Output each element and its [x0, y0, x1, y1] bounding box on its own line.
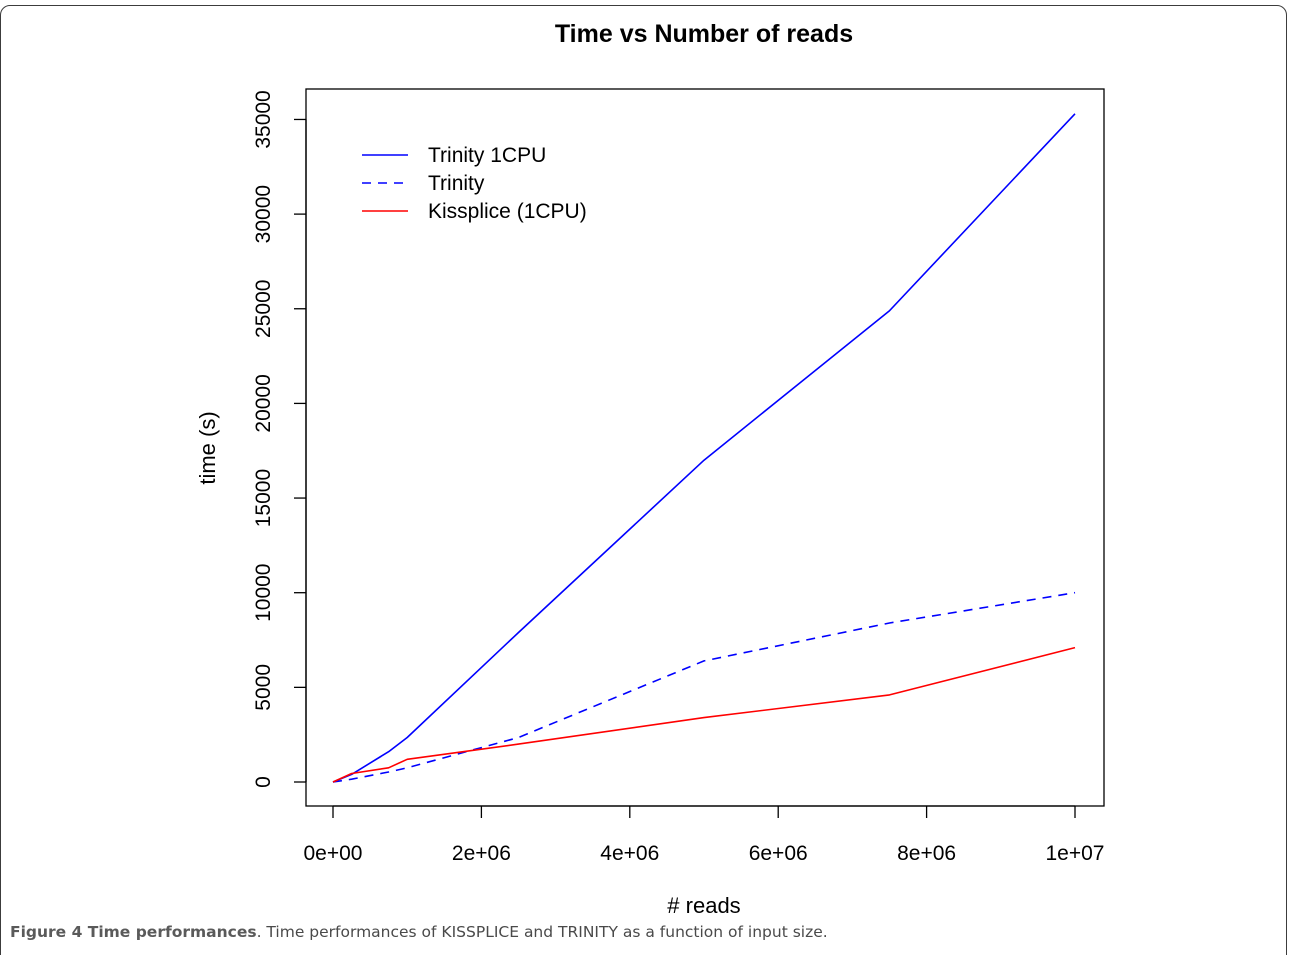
chart-title: Time vs Number of reads	[555, 20, 853, 48]
x-axis-label: # reads	[667, 893, 740, 918]
series-layer	[332, 113, 1076, 783]
caption-lead: Figure 4 Time performances	[10, 923, 257, 941]
line-chart: Time vs Number of reads 0e+00 2e+06 4e+06 6…	[195, 20, 1105, 918]
x-tick-label: 2e+06	[452, 842, 511, 865]
y-tick-label: 0	[252, 776, 275, 788]
series-line-kissplice-1cpu	[332, 646, 1076, 783]
figure-caption: Figure 4 Time performances. Time perform…	[10, 923, 1280, 941]
y-tick-label: 5000	[252, 664, 275, 711]
x-axis: 0e+00 2e+06 4e+06 6e+06 8e+06 1e+07	[304, 805, 1105, 865]
y-tick-label: 20000	[252, 374, 275, 432]
y-tick-label: 10000	[252, 564, 275, 622]
y-tick-label: 30000	[252, 185, 275, 243]
y-tick-label: 15000	[252, 469, 275, 527]
x-tick-label: 1e+07	[1046, 842, 1105, 865]
legend-label: Kissplice (1CPU)	[428, 200, 587, 223]
y-tick-label: 35000	[252, 90, 275, 148]
plot-area-border	[305, 88, 1105, 807]
y-axis-label: time (s)	[195, 411, 220, 484]
legend: Trinity 1CPU Trinity Kissplice (1CPU)	[362, 144, 587, 223]
x-tick-label: 6e+06	[749, 842, 808, 865]
series-line-trinity	[332, 591, 1076, 783]
legend-label: Trinity 1CPU	[428, 144, 546, 167]
figure-frame	[0, 5, 1287, 955]
x-tick-label: 8e+06	[897, 842, 956, 865]
caption-text: . Time performances of KISSPLICE and TRI…	[256, 923, 828, 941]
series-line-trinity-1cpu	[332, 113, 1076, 783]
x-tick-label: 0e+00	[304, 842, 363, 865]
legend-label: Trinity	[428, 172, 485, 195]
x-tick-label: 4e+06	[600, 842, 659, 865]
y-axis: 0 5000 10000 15000 20000 25000 30000 35000	[252, 90, 307, 788]
y-tick-label: 25000	[252, 280, 275, 338]
